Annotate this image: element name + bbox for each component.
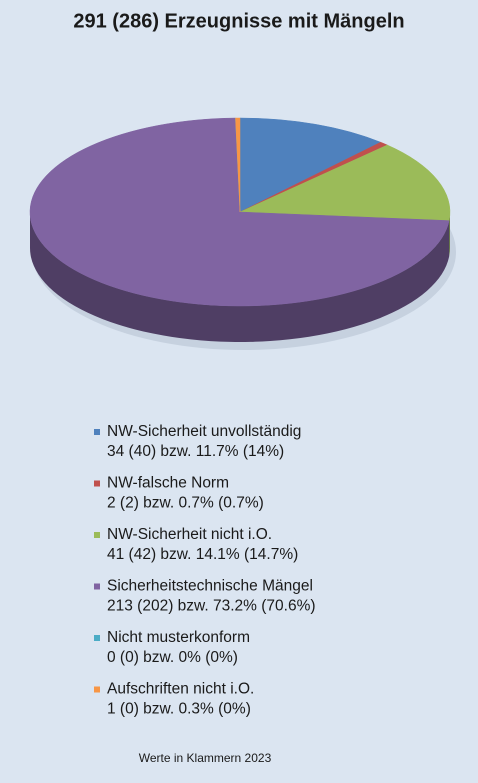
value-label: 2 (2) bzw. 0.7% (0.7%) — [107, 495, 264, 512]
legend-label: Aufschriften nicht i.O. — [107, 681, 254, 698]
value-label: 34 (40) bzw. 11.7% (14%) — [107, 443, 284, 460]
legend-label: Sicherheitstechnische Mängel — [107, 578, 313, 595]
legend-swatch — [94, 480, 100, 487]
value-label: 0 (0) bzw. 0% (0%) — [107, 649, 238, 666]
note: Werte in Klammern 2023 — [139, 751, 272, 765]
legend-swatch — [94, 429, 100, 435]
value-label: 1 (0) bzw. 0.3% (0%) — [107, 701, 251, 718]
legend-swatch — [94, 686, 100, 693]
legend-label: NW-falsche Norm — [107, 475, 229, 492]
slice — [235, 117, 241, 213]
slice — [239, 144, 451, 221]
legend-swatch — [94, 532, 100, 538]
slice — [239, 117, 382, 213]
legend-label: NW-Sicherheit unvollständig — [107, 423, 301, 440]
slice — [29, 117, 450, 307]
slice-side — [449, 212, 450, 257]
legend-label: Nicht musterkonform — [107, 629, 250, 646]
legend-swatch — [94, 635, 100, 641]
slice-side — [30, 212, 450, 342]
pie-tops — [29, 117, 451, 307]
value-label: 41 (42) bzw. 14.1% (14.7%) — [107, 546, 298, 563]
pie-sides — [30, 212, 450, 342]
legend-swatch — [94, 583, 100, 590]
legend-label: NW-Sicherheit nicht i.O. — [107, 526, 272, 543]
value-label: 213 (202) bzw. 73.2% (70.6%) — [107, 598, 316, 615]
chart-title: 291 (286) Erzeugnisse mit Mängeln — [73, 10, 404, 32]
legend: NW-Sicherheit unvollständig 34 (40) bzw. … — [94, 423, 316, 718]
